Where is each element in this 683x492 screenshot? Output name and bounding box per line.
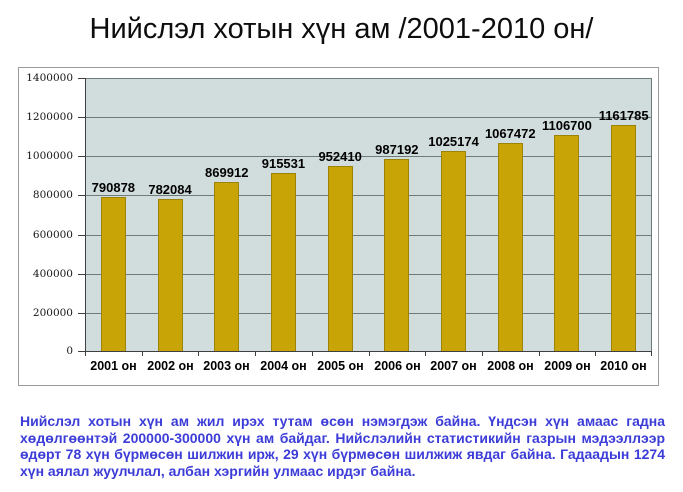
bar-value-label: 1106700 <box>541 118 592 133</box>
bar-value-label: 987192 <box>375 142 419 157</box>
footer-text: Нийслэл хотын хүн ам жил ирэх тутам өсөн… <box>20 413 665 479</box>
x-axis-category-label: 2005 он <box>317 359 364 373</box>
x-axis-tick <box>539 352 540 356</box>
x-axis-tick <box>198 352 199 356</box>
y-axis-tick <box>78 117 85 118</box>
plot-area: 790878 782084 869912 915531 952410 987192 1025… <box>85 78 652 352</box>
y-axis-tick-label: 1000000 <box>26 150 73 162</box>
y-axis-tick <box>78 274 85 275</box>
x-axis-tick <box>482 352 483 356</box>
gridline <box>85 117 652 118</box>
plot-right-border <box>651 78 652 352</box>
y-axis-tick-label: 600000 <box>32 229 73 241</box>
x-axis-category-label: 2001 он <box>90 359 137 373</box>
x-axis-category-label: 2009 он <box>544 359 591 373</box>
y-axis-tick-label: 1400000 <box>26 72 73 84</box>
x-axis-tick <box>142 352 143 356</box>
bar-value-label: 1161785 <box>598 108 649 123</box>
bar-value-label: 1025174 <box>428 134 479 149</box>
gridline <box>85 274 652 275</box>
bar <box>554 135 579 352</box>
y-axis-tick-label: 400000 <box>32 268 73 280</box>
x-axis-category-label: 2002 он <box>147 359 194 373</box>
bar-value-label: 952410 <box>318 149 362 164</box>
bar <box>328 166 353 352</box>
y-axis-tick <box>78 313 85 314</box>
gridline <box>85 195 652 196</box>
x-axis-line <box>85 351 652 352</box>
page-title: Нийслэл хотын хүн ам /2001-2010 он/ <box>89 13 594 45</box>
x-axis-tick <box>85 352 86 356</box>
x-axis-tick <box>369 352 370 356</box>
y-axis-tick <box>78 351 85 352</box>
bar <box>498 143 523 352</box>
y-axis-tick <box>78 78 85 79</box>
bar-value-label: 1067472 <box>484 126 536 141</box>
gridline <box>85 313 652 314</box>
x-axis-tick <box>425 352 426 356</box>
x-axis-category-label: 2004 он <box>260 359 307 373</box>
y-axis: 0 200000 400000 600000 800000 1000000 1200000 1… <box>19 72 85 357</box>
y-axis-tick <box>78 235 85 236</box>
y-axis-tick-label: 200000 <box>32 307 73 319</box>
bar-value-label: 869912 <box>205 165 249 180</box>
bar-value-label: 782084 <box>148 182 192 197</box>
x-axis-category-label: 2006 он <box>374 359 421 373</box>
x-axis-category-label: 2008 он <box>487 359 534 373</box>
bar <box>271 173 296 352</box>
bar <box>101 197 126 352</box>
bar <box>214 182 239 352</box>
x-axis-tick <box>595 352 596 356</box>
y-axis-line <box>85 78 86 352</box>
x-axis-category-label: 2007 он <box>430 359 477 373</box>
x-axis-tick <box>312 352 313 356</box>
y-axis-tick-label: 1200000 <box>26 111 73 123</box>
bar <box>384 159 409 352</box>
bar-value-label: 790878 <box>91 180 136 195</box>
bar-value-label: 915531 <box>261 156 306 171</box>
x-axis: 2001 он 2002 он 2003 он 2004 он 2005 он 2006 … <box>85 352 652 384</box>
y-axis-tick-label: 800000 <box>32 189 73 201</box>
bar <box>441 151 466 352</box>
gridline <box>85 78 652 79</box>
x-axis-tick <box>651 352 652 356</box>
y-axis-tick <box>78 156 85 157</box>
y-axis-tick-label: 0 <box>66 345 73 357</box>
y-axis-tick <box>78 195 85 196</box>
gridline <box>85 156 652 157</box>
gridline <box>85 235 652 236</box>
x-axis-tick <box>255 352 256 356</box>
bar <box>158 199 183 352</box>
bar <box>611 125 636 352</box>
x-axis-category-label: 2010 он <box>600 359 647 373</box>
chart-frame: 0 200000 400000 600000 800000 1000000 1200000 1… <box>18 67 659 386</box>
x-axis-category-label: 2003 он <box>203 359 250 373</box>
